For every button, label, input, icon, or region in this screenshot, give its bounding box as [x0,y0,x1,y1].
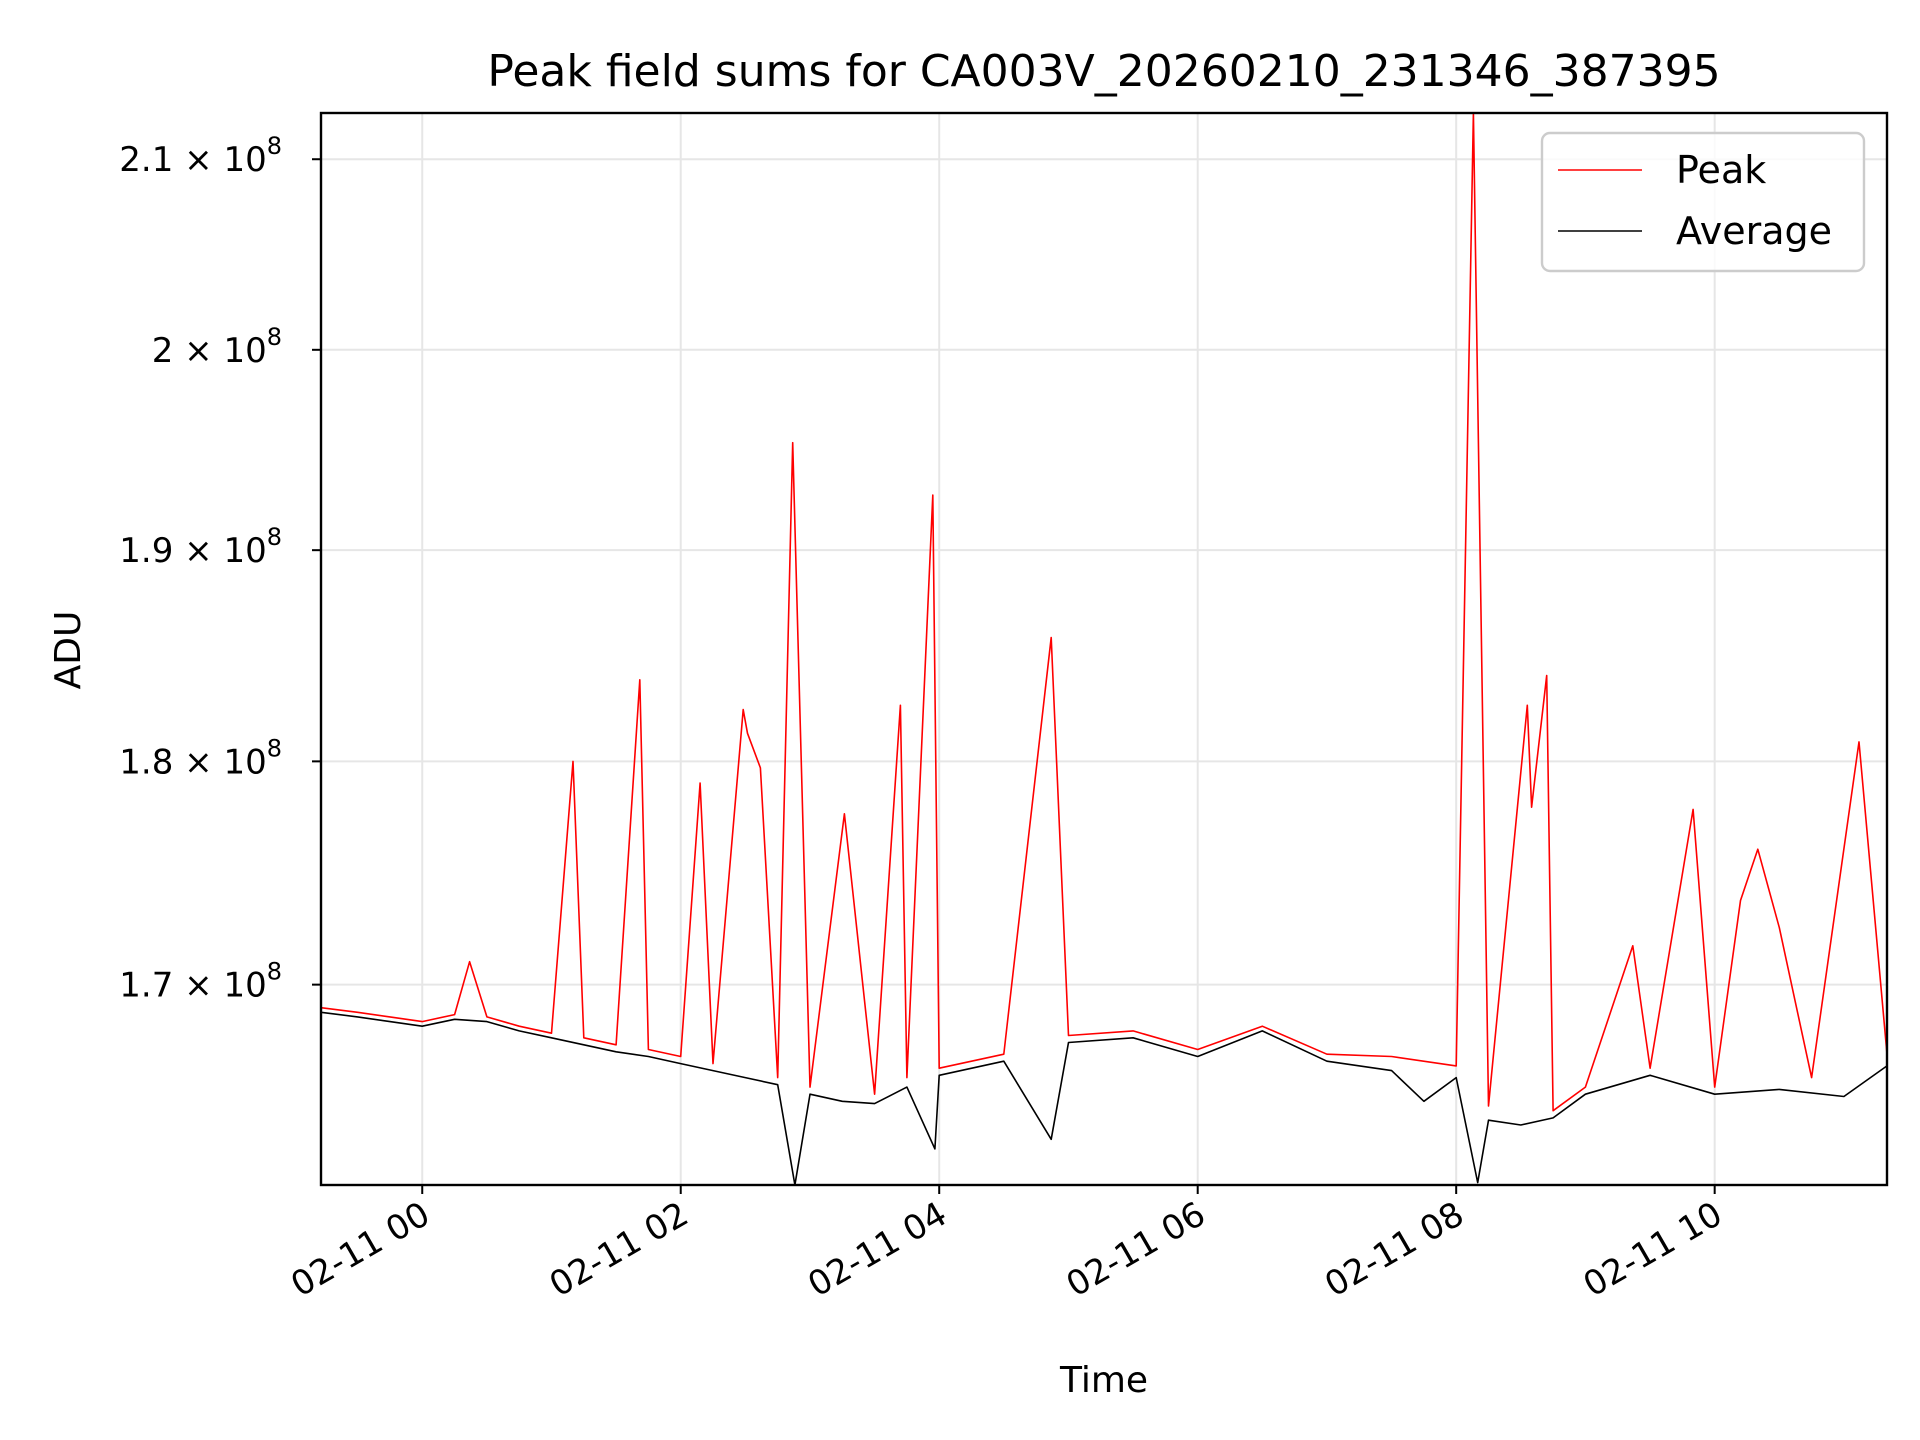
legend-label-average: Average [1676,209,1832,253]
grid [321,113,1887,1185]
chart-title: Peak field sums for CA003V_20260210_2313… [487,46,1720,97]
y-tick-label-0: 1.7 × 108 [119,958,282,1006]
plot-frame [319,111,1889,1187]
series-layer [320,112,1888,1186]
legend-box [1540,131,1866,273]
y-axis-title: ADU [48,611,89,690]
legend-label-peak: Peak [1676,148,1766,192]
y-tick-label-1: 1.8 × 108 [119,734,282,782]
y-axis: 1.7 × 108 1.8 × 108 1.9 × 108 2 × 108 2.1 × … [119,132,321,1006]
y-tick-label-3: 2 × 108 [152,323,282,371]
legend: Peak Average [1540,131,1866,273]
series-line-average [320,1011,1888,1186]
y-tick-label-2: 1.9 × 108 [119,523,282,571]
series-line-peak [320,112,1888,1112]
x-axis-title: Time [1059,1360,1148,1401]
y-tick-label-4: 2.1 × 108 [119,132,282,180]
